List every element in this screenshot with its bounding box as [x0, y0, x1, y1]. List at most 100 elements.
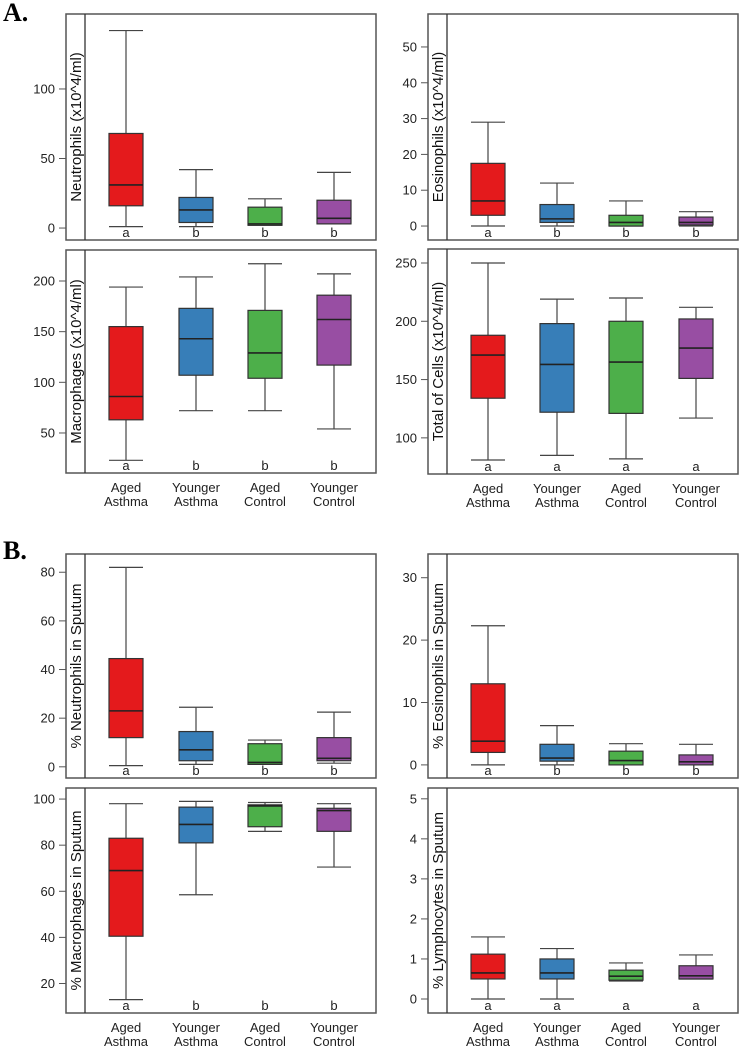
iqr-box: [316, 199, 352, 225]
x-category-label: Control: [244, 494, 286, 509]
y-tick-label: 50: [41, 425, 55, 440]
x-category-label: Control: [313, 494, 355, 509]
box-younger-asthma: b: [178, 169, 214, 240]
x-category-label: Younger: [672, 481, 721, 496]
y-tick-label: 3: [410, 871, 417, 886]
iqr-box: [108, 837, 144, 937]
box-aged-control: b: [608, 200, 644, 240]
iqr-box: [678, 965, 714, 980]
y-tick-label: 20: [41, 976, 55, 991]
plot-frame: [427, 553, 739, 779]
plot-frame: [65, 249, 377, 474]
y-tick-label: 50: [403, 39, 417, 54]
y-tick-label: 2: [410, 911, 417, 926]
x-category-label: Aged: [473, 481, 503, 496]
x-category-label: Younger: [672, 1020, 721, 1035]
y-tick-label: 20: [41, 711, 55, 726]
panel-2: 0 10 20 30 40 50 Eosinophils (x10^4/ml) a b b b: [403, 13, 739, 241]
x-category-label: Aged: [250, 1020, 280, 1035]
x-category-label: Aged: [611, 481, 641, 496]
y-tick-label: 200: [395, 314, 417, 329]
significance-letter: b: [330, 225, 337, 240]
significance-letter: b: [192, 225, 199, 240]
y-tick-label: 60: [41, 884, 55, 899]
panel-6: 0 10 20 30 % Eosinophils in Sputum a b b b: [403, 553, 739, 779]
iqr-box: [678, 754, 714, 766]
iqr-box: [608, 750, 644, 766]
significance-letter: b: [330, 763, 337, 778]
box-aged-asthma: a: [108, 566, 144, 778]
box-aged-asthma: a: [470, 625, 506, 778]
plot-frame: [427, 13, 739, 241]
significance-letter: b: [261, 458, 268, 473]
x-category-label: Aged: [250, 480, 280, 495]
iqr-box: [470, 953, 506, 980]
iqr-box: [108, 325, 144, 421]
panel-4: 100 150 200 250 Total of Cells (x10^4/ml) a Ag…: [395, 248, 739, 510]
y-tick-label: 40: [403, 75, 417, 90]
x-category-label: Asthma: [535, 495, 580, 510]
y-axis-title: % Eosinophils in Sputum: [430, 583, 447, 749]
y-axis-title: % Neutrophils in Sputum: [68, 583, 85, 748]
x-category-label: Control: [605, 1034, 647, 1049]
significance-letter: b: [330, 998, 337, 1013]
y-axis-title: % Macrophages in Sputum: [68, 810, 85, 990]
y-tick-label: 80: [41, 565, 55, 580]
y-tick-label: 200: [33, 274, 55, 289]
y-tick-label: 10: [403, 695, 417, 710]
significance-letter: b: [261, 763, 268, 778]
y-tick-label: 20: [403, 147, 417, 162]
y-tick-label: 100: [33, 375, 55, 390]
iqr-box: [108, 657, 144, 739]
iqr-box: [247, 309, 283, 379]
box-aged-asthma: a: [108, 29, 144, 240]
y-tick-label: 60: [41, 613, 55, 628]
iqr-box: [316, 807, 352, 832]
significance-letter: b: [261, 225, 268, 240]
iqr-box: [470, 683, 506, 754]
x-category-label: Asthma: [104, 1034, 149, 1049]
x-category-label: Younger: [172, 1020, 221, 1035]
x-category-label: Aged: [111, 480, 141, 495]
iqr-box: [247, 804, 283, 828]
box-younger-control: b: [678, 211, 714, 240]
box-aged-asthma: a: [470, 121, 506, 240]
box-younger-control: b: [316, 171, 352, 240]
significance-letter: a: [484, 998, 492, 1013]
box-aged-control: b: [247, 198, 283, 240]
box-aged-control: b: [608, 743, 644, 778]
plot-frame: [65, 13, 377, 241]
x-category-label: Control: [313, 1034, 355, 1049]
y-axis-title: % Lymphocytes in Sputum: [430, 812, 447, 989]
y-tick-label: 40: [41, 662, 55, 677]
iqr-box: [470, 334, 506, 399]
significance-letter: a: [122, 458, 130, 473]
significance-letter: b: [192, 763, 199, 778]
iqr-box: [316, 294, 352, 366]
box-younger-asthma: b: [539, 724, 575, 778]
iqr-box: [539, 203, 575, 224]
plot-frame: [427, 248, 739, 475]
significance-letter: b: [622, 225, 629, 240]
x-category-label: Asthma: [535, 1034, 580, 1049]
y-tick-label: 0: [48, 759, 55, 774]
y-tick-label: 40: [41, 930, 55, 945]
x-category-label: Younger: [172, 480, 221, 495]
significance-letter: a: [622, 998, 630, 1013]
significance-letter: a: [484, 763, 492, 778]
plot-frame: [427, 787, 739, 1014]
section-label-b: B.: [3, 536, 27, 565]
significance-letter: b: [622, 763, 629, 778]
y-axis-title: Neutrophils (x10^4/ml): [68, 52, 85, 202]
x-category-label: Younger: [310, 480, 359, 495]
x-category-label: Younger: [533, 481, 582, 496]
box-younger-control: b: [678, 743, 714, 778]
significance-letter: a: [553, 459, 561, 474]
